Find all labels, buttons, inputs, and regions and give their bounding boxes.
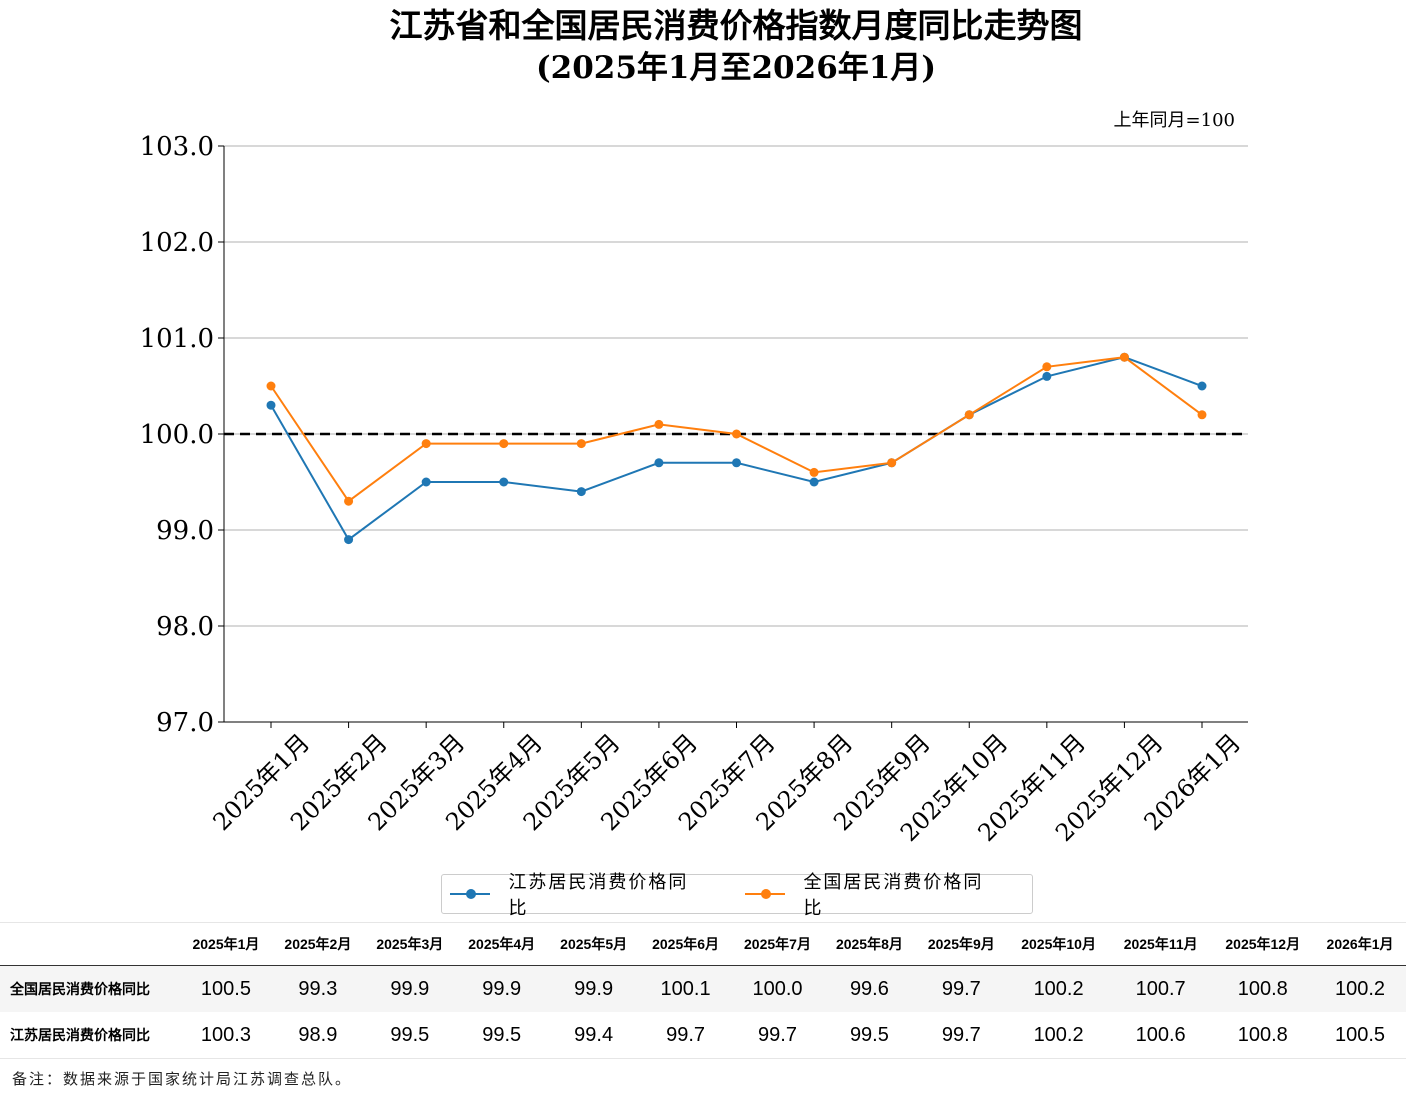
table-row-jiangsu: 江苏居民消费价格同比 100.3 98.9 99.5 99.5 99.4 99.… — [0, 1012, 1406, 1059]
series-line-1 — [270, 356, 1203, 503]
y-tick-label: 100.0 — [140, 420, 214, 450]
line-chart: 97.098.099.0100.0101.0102.0103.02025年1月2… — [140, 132, 1248, 847]
tick-labels: 97.098.099.0100.0101.0102.0103.02025年1月2… — [140, 132, 1247, 847]
data-point — [499, 477, 509, 487]
data-point — [964, 410, 974, 420]
table-cell: 100.8 — [1237, 1023, 1288, 1046]
data-point — [809, 467, 819, 477]
legend-swatch-national — [745, 887, 786, 901]
table-cell: 99.9 — [482, 977, 522, 1000]
table-header-cell: 2025年11月 — [1123, 936, 1198, 952]
legend-item-jiangsu: 江苏居民消费价格同比 — [450, 868, 701, 920]
table-cell: 98.9 — [298, 1023, 338, 1046]
row-label: 全国居民消费价格同比 — [10, 981, 150, 997]
table-cell: 99.7 — [941, 1023, 981, 1046]
table-header-cell: 2025年3月 — [376, 936, 444, 952]
data-point — [576, 439, 586, 449]
table-cell: 100.8 — [1237, 977, 1288, 1000]
table-cell: 99.6 — [849, 977, 889, 1000]
table-cell: 100.7 — [1135, 977, 1186, 1000]
table-cell: 99.3 — [298, 977, 338, 1000]
data-point — [421, 477, 431, 487]
data-point — [1197, 410, 1207, 420]
y-tick-label: 102.0 — [140, 228, 214, 258]
table-header-cell: 2026年1月 — [1326, 936, 1394, 952]
table-cell: 100.3 — [200, 1023, 251, 1046]
series-line-0 — [270, 356, 1203, 542]
table-row-national: 全国居民消费价格同比 100.5 99.3 99.9 99.9 99.9 100… — [0, 965, 1406, 1012]
legend-label-national: 全国居民消费价格同比 — [803, 872, 984, 919]
table-cell: 99.5 — [390, 1023, 430, 1046]
table-header-cell: 2025年6月 — [652, 936, 720, 952]
table-cell: 99.7 — [758, 1023, 797, 1046]
data-point — [654, 419, 664, 429]
table-cell: 100.6 — [1135, 1023, 1186, 1046]
table-cell: 99.7 — [666, 1023, 706, 1046]
legend: 江苏居民消费价格同比 全国居民消费价格同比 — [441, 872, 1033, 919]
series-layer — [266, 352, 1207, 545]
table-header-cell: 2025年5月 — [560, 936, 628, 952]
source-note: 备注：数据来源于国家统计局江苏调查总队。 — [12, 1070, 353, 1088]
table-header-cell: 2025年12月 — [1225, 936, 1301, 952]
y-tick-label: 101.0 — [140, 324, 214, 354]
row-label: 江苏居民消费价格同比 — [10, 1027, 150, 1043]
legend-item-national: 全国居民消费价格同比 — [745, 868, 996, 920]
unit-note: 上年同月=100 — [1113, 110, 1235, 131]
table-header-cell: 2025年9月 — [927, 936, 995, 952]
table-cell: 99.5 — [849, 1023, 889, 1046]
table-cell: 99.9 — [574, 977, 614, 1000]
table-header-cell: 2025年4月 — [468, 936, 536, 952]
legend-swatch-jiangsu — [450, 887, 491, 901]
data-point — [344, 496, 354, 506]
data-point — [576, 487, 586, 497]
table-header-cell: 2025年8月 — [835, 936, 903, 952]
y-tick-label: 99.0 — [156, 516, 214, 546]
table-cell: 100.5 — [200, 977, 251, 1000]
axes — [218, 145, 1248, 728]
table-cell: 99.9 — [390, 977, 430, 1000]
grid-lines — [224, 145, 1248, 627]
table-cell: 100.2 — [1334, 977, 1386, 1000]
legend-label-jiangsu: 江苏居民消费价格同比 — [508, 872, 689, 919]
y-tick-label: 103.0 — [140, 132, 214, 162]
chart-title: 江苏省和全国居民消费价格指数月度同比走势图 — [389, 6, 1083, 45]
table-header-cell: 2025年10月 — [1021, 936, 1096, 952]
table-header-cell: 2025年2月 — [284, 936, 352, 952]
data-point — [809, 477, 819, 487]
y-tick-label: 97.0 — [156, 708, 214, 738]
data-point — [266, 400, 276, 410]
data-point — [732, 458, 741, 468]
table-header-row: 2025年1月 2025年2月 2025年3月 2025年4月 2025年5月 … — [0, 922, 1406, 966]
table-cell: 100.0 — [752, 977, 803, 1000]
table-header-cell: 2025年7月 — [744, 936, 811, 952]
table-cell: 100.1 — [660, 977, 711, 1000]
table-cell: 99.7 — [941, 977, 981, 1000]
data-point — [732, 429, 741, 439]
table-corner — [0, 923, 180, 966]
data-point — [421, 439, 431, 449]
table-cell: 100.5 — [1334, 1023, 1386, 1046]
table-cell: 100.2 — [1033, 1023, 1084, 1046]
data-point — [499, 439, 509, 449]
table-cell: 99.4 — [574, 1023, 614, 1046]
y-tick-label: 98.0 — [156, 612, 214, 642]
data-point — [1197, 381, 1207, 391]
chart-subtitle: (2025年1月至2026年1月) — [535, 50, 937, 86]
data-point — [1119, 352, 1129, 362]
table-cell: 100.2 — [1033, 977, 1084, 1000]
data-point — [1042, 371, 1052, 381]
data-point — [1042, 362, 1052, 372]
table-cell: 99.5 — [482, 1023, 522, 1046]
table-header-cell: 2025年1月 — [192, 936, 260, 952]
data-point — [344, 535, 354, 545]
data-point — [266, 381, 276, 391]
data-point — [887, 458, 897, 468]
data-point — [654, 458, 664, 468]
data-table: 2025年1月 2025年2月 2025年3月 2025年4月 2025年5月 … — [0, 922, 1406, 1059]
